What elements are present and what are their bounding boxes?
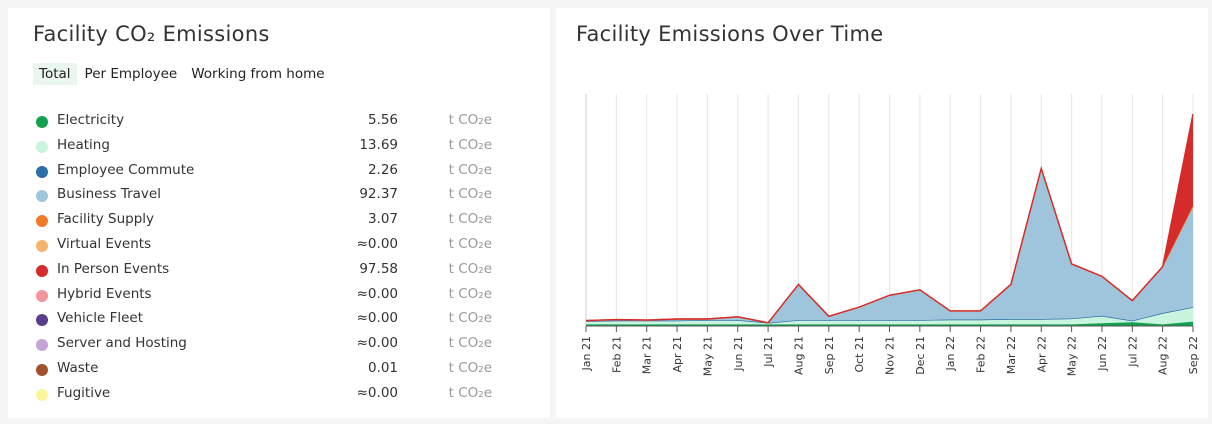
legend-row-in-person-events: In Person Events 97.58 t CO₂e bbox=[36, 260, 506, 285]
legend-unit: t CO₂e bbox=[448, 384, 492, 401]
tab-per-employee[interactable]: Per Employee bbox=[84, 66, 178, 82]
electricity-dot-icon bbox=[36, 116, 48, 128]
legend-value: ≈0.00 bbox=[356, 310, 398, 327]
legend-name: Fugitive bbox=[57, 384, 111, 401]
legend-name: Server and Hosting bbox=[57, 335, 187, 352]
legend-name: Heating bbox=[57, 136, 110, 153]
facility-supply-dot-icon bbox=[36, 215, 48, 228]
legend-value: 13.69 bbox=[359, 136, 398, 153]
legend-name: Hybrid Events bbox=[57, 285, 152, 302]
x-tick-label: Nov 21 bbox=[884, 336, 897, 375]
legend-unit: t CO₂e bbox=[448, 310, 492, 327]
x-tick-label: Apr 21 bbox=[671, 336, 684, 373]
x-tick-label: May 21 bbox=[701, 336, 714, 376]
series-area-business-travel bbox=[586, 168, 1193, 323]
heating-dot-icon bbox=[36, 140, 48, 153]
legend-value: ≈0.00 bbox=[356, 335, 398, 352]
legend-name: Waste bbox=[57, 359, 99, 376]
legend-row-vehicle-fleet: Vehicle Fleet ≈0.00 t CO₂e bbox=[36, 309, 506, 334]
legend-name: Employee Commute bbox=[57, 161, 195, 178]
legend-row-waste: Waste 0.01 t CO₂e bbox=[36, 359, 506, 384]
legend-row-fugitive: Fugitive ≈0.00 t CO₂e bbox=[36, 384, 506, 409]
legend-name: Business Travel bbox=[57, 186, 161, 203]
x-tick-label: Aug 21 bbox=[792, 336, 805, 375]
x-tick-label: Jun 22 bbox=[1096, 336, 1109, 372]
emissions-area-chart[interactable]: Jan 21 Feb 21 Mar 21 Apr 21 May 21 Jun 21 Jul … bbox=[556, 8, 1208, 418]
legend-value: 0.01 bbox=[367, 359, 398, 376]
x-tick-label: Dec 21 bbox=[914, 336, 927, 375]
x-tick-label: May 22 bbox=[1066, 336, 1079, 376]
x-tick-label: Jul 21 bbox=[762, 336, 775, 368]
legend-row-business-travel: Business Travel 92.37 t CO₂e bbox=[36, 185, 506, 210]
legend-row-employee-commute: Employee Commute 2.26 t CO₂e bbox=[36, 161, 506, 186]
legend-row-server-and-hosting: Server and Hosting ≈0.00 t CO₂e bbox=[36, 334, 506, 359]
legend-name: Vehicle Fleet bbox=[57, 310, 143, 327]
legend-unit: t CO₂e bbox=[448, 186, 492, 203]
legend-row-facility-supply: Facility Supply 3.07 t CO₂e bbox=[36, 210, 506, 235]
fugitive-dot-icon bbox=[36, 388, 48, 401]
legend-unit: t CO₂e bbox=[448, 161, 492, 178]
legend-value: ≈0.00 bbox=[356, 285, 398, 302]
emissions-legend: Electricity 5.56 t CO₂e Heating 13.69 t … bbox=[36, 111, 506, 409]
emissions-summary-panel: Facility CO₂ Emissions Total Per Employe… bbox=[8, 8, 550, 418]
employee-commute-dot-icon bbox=[36, 165, 48, 178]
legend-unit: t CO₂e bbox=[448, 285, 492, 302]
legend-unit: t CO₂e bbox=[448, 235, 492, 252]
x-tick-label: Jan 21 bbox=[580, 336, 593, 371]
virtual-events-dot-icon bbox=[36, 239, 48, 252]
chart-title: Facility Emissions Over Time bbox=[576, 22, 884, 46]
legend-name: Facility Supply bbox=[57, 211, 155, 228]
tab-working-from-home[interactable]: Working from home bbox=[191, 66, 325, 82]
legend-unit: t CO₂e bbox=[448, 136, 492, 153]
x-tick-label: Sep 21 bbox=[823, 336, 836, 374]
legend-value: ≈0.00 bbox=[356, 384, 398, 401]
x-tick-label: Feb 21 bbox=[610, 336, 623, 373]
x-tick-label: Jun 21 bbox=[732, 336, 745, 372]
summary-title: Facility CO₂ Emissions bbox=[33, 22, 270, 46]
legend-unit: t CO₂e bbox=[448, 359, 492, 376]
x-tick-label: Mar 22 bbox=[1005, 336, 1018, 374]
waste-dot-icon bbox=[36, 363, 48, 376]
emissions-chart-panel: Facility Emissions Over Time Jan 21 Feb 2… bbox=[556, 8, 1208, 418]
view-tabs: Total Per Employee Working from home bbox=[33, 63, 331, 85]
business-travel-dot-icon bbox=[36, 190, 48, 203]
legend-unit: t CO₂e bbox=[448, 335, 492, 352]
legend-name: Virtual Events bbox=[57, 235, 152, 252]
legend-value: 2.26 bbox=[367, 161, 398, 178]
server-and-hosting-dot-icon bbox=[36, 339, 48, 352]
x-tick-label: Oct 21 bbox=[853, 336, 866, 373]
legend-unit: t CO₂e bbox=[448, 260, 492, 277]
x-tick-label: Aug 22 bbox=[1157, 336, 1170, 375]
x-tick-label: Feb 22 bbox=[975, 336, 988, 373]
legend-name: In Person Events bbox=[57, 260, 170, 277]
legend-row-heating: Heating 13.69 t CO₂e bbox=[36, 136, 506, 161]
tab-total[interactable]: Total bbox=[33, 63, 77, 85]
vehicle-fleet-dot-icon bbox=[36, 314, 48, 327]
x-tick-label: Mar 21 bbox=[641, 336, 654, 374]
series-line-in-person-events bbox=[585, 113, 1194, 324]
legend-value: 3.07 bbox=[367, 211, 398, 228]
legend-row-virtual-events: Virtual Events ≈0.00 t CO₂e bbox=[36, 235, 506, 260]
x-tick-label: Jan 22 bbox=[944, 336, 957, 371]
in-person-events-dot-icon bbox=[36, 264, 48, 277]
legend-value: 97.58 bbox=[359, 260, 398, 277]
x-tick-label: Jul 22 bbox=[1126, 336, 1139, 368]
legend-value: 92.37 bbox=[359, 186, 398, 203]
hybrid-events-dot-icon bbox=[36, 289, 48, 302]
legend-value: ≈0.00 bbox=[356, 235, 398, 252]
x-tick-label: Apr 22 bbox=[1035, 336, 1048, 373]
legend-name: Electricity bbox=[57, 112, 125, 128]
legend-unit: t CO₂e bbox=[448, 211, 492, 228]
legend-row-hybrid-events: Hybrid Events ≈0.00 t CO₂e bbox=[36, 285, 506, 310]
x-tick-label: Sep 22 bbox=[1187, 336, 1200, 374]
legend-value: 5.56 bbox=[367, 112, 398, 128]
legend-unit: t CO₂e bbox=[448, 112, 492, 128]
legend-row-electricity: Electricity 5.56 t CO₂e bbox=[36, 111, 506, 136]
